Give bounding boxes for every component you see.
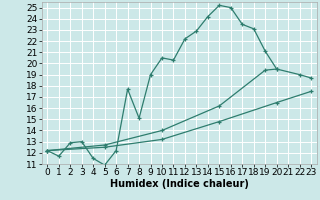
X-axis label: Humidex (Indice chaleur): Humidex (Indice chaleur): [110, 179, 249, 189]
